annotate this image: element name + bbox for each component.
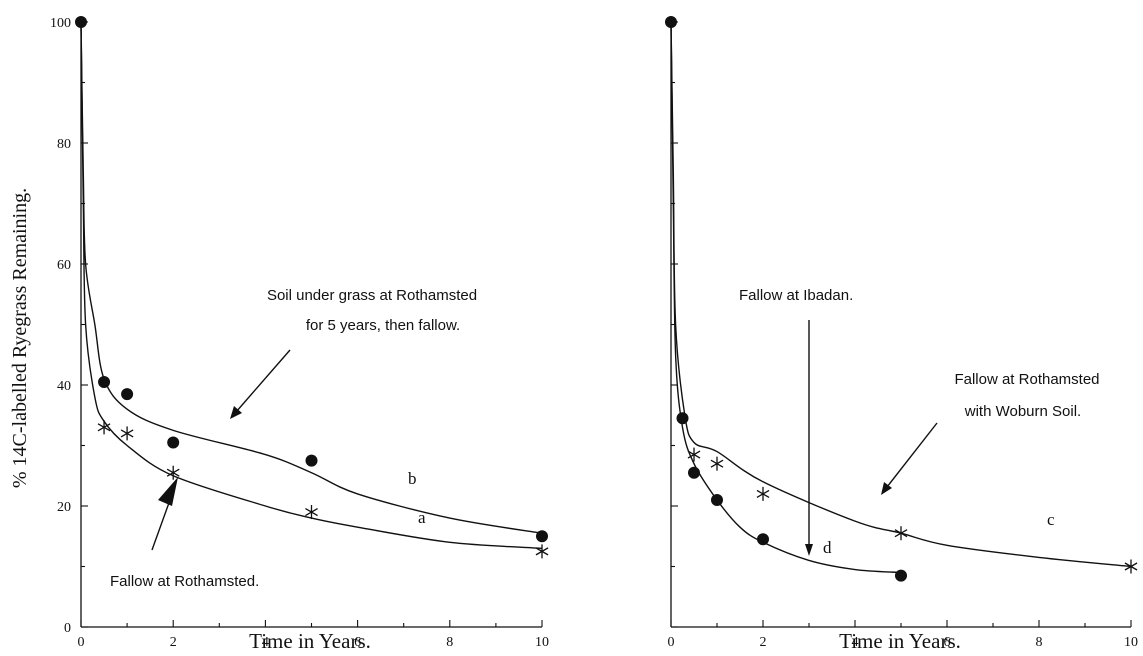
data-point-a <box>97 420 111 435</box>
data-point-b <box>121 388 134 401</box>
left-y-axis-title: % 14C-labelled Ryegrass Remaining. <box>9 188 31 488</box>
grass-arrow-head <box>230 406 242 419</box>
curve-label-b: b <box>408 469 417 488</box>
grass-arrow <box>235 349 291 413</box>
curve-a <box>80 21 543 550</box>
data-point-b <box>305 454 318 467</box>
ibadan-arrow-head <box>805 544 813 556</box>
woburn-annotation-line1: Fallow at Rothamsted <box>954 371 1099 388</box>
fallow-arrow <box>151 499 171 551</box>
woburn-arrow <box>886 422 938 488</box>
x-tick-label: 2 <box>170 635 177 650</box>
y-tick-label: 20 <box>57 500 71 515</box>
data-point-d <box>676 412 689 425</box>
grass-annotation-line2: for 5 years, then fallow. <box>306 317 460 334</box>
data-point-d <box>757 533 769 546</box>
data-point-c <box>1124 559 1138 574</box>
data-point-c <box>687 447 701 462</box>
left-panel: % 14C-labelled Ryegrass Remaining. Time … <box>9 16 549 653</box>
data-point-b <box>167 436 180 449</box>
x-tick-label: 6 <box>944 635 951 650</box>
curve-label-a: a <box>418 508 426 527</box>
data-point-b <box>98 375 111 388</box>
y-tick-label: 60 <box>57 258 71 273</box>
right-panel: Time in Years. Fallow at Ibadan. Fallow … <box>665 16 1138 653</box>
x-tick-label: 4 <box>852 635 859 650</box>
x-tick-label: 6 <box>354 635 361 650</box>
curve-label-d: d <box>823 538 832 557</box>
y-tick-label: 100 <box>50 16 71 31</box>
data-point-a <box>305 505 318 520</box>
data-point-d <box>711 493 723 506</box>
curve-d <box>670 21 902 574</box>
x-tick-label: 4 <box>262 635 269 650</box>
origin-point <box>665 16 677 28</box>
origin-point <box>75 16 87 28</box>
y-tick-label: 40 <box>57 379 71 394</box>
woburn-arrow-head <box>881 482 892 495</box>
woburn-annotation-line2: with Woburn Soil. <box>964 403 1081 420</box>
data-point-c <box>894 526 908 541</box>
y-tick-label: 0 <box>64 621 71 636</box>
x-tick-label: 8 <box>446 635 453 650</box>
x-tick-label: 10 <box>1124 635 1138 650</box>
curve-label-c: c <box>1047 510 1055 529</box>
fallow-arrow-head <box>158 477 178 506</box>
x-tick-label: 0 <box>78 635 85 650</box>
data-point-a <box>166 465 180 480</box>
data-point-b <box>536 530 548 543</box>
x-tick-label: 10 <box>535 635 549 650</box>
fallow-annotation: Fallow at Rothamsted. <box>110 573 259 590</box>
x-tick-label: 0 <box>668 635 675 650</box>
right-x-axis-title: Time in Years. <box>839 629 961 653</box>
data-point-d <box>895 569 907 582</box>
left-x-axis-title: Time in Years. <box>249 629 371 653</box>
ibadan-annotation: Fallow at Ibadan. <box>739 287 853 304</box>
grass-annotation-line1: Soil under grass at Rothamsted <box>267 287 477 304</box>
y-tick-label: 80 <box>57 137 71 152</box>
x-tick-label: 2 <box>760 635 767 650</box>
data-point-d <box>688 466 700 479</box>
data-point-c <box>710 456 724 471</box>
x-tick-label: 8 <box>1036 635 1043 650</box>
data-point-a <box>535 544 549 559</box>
data-point-a <box>120 426 134 441</box>
data-point-c <box>756 486 770 501</box>
